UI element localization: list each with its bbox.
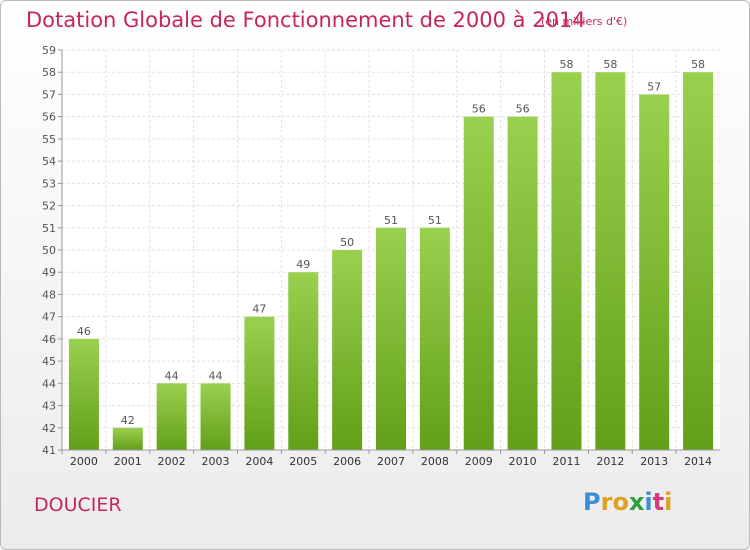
x-tick-label: 2010: [509, 455, 537, 468]
data-label: 44: [209, 369, 223, 382]
bar: [112, 427, 143, 450]
bar: [683, 72, 714, 450]
bar: [156, 383, 187, 450]
data-label: 56: [472, 103, 486, 116]
axes: [58, 49, 720, 454]
y-tick-label: 53: [42, 177, 56, 190]
x-tick-label: 2014: [684, 455, 712, 468]
bar: [244, 316, 275, 450]
y-tick-label: 55: [42, 133, 56, 146]
data-label: 58: [603, 58, 617, 71]
y-tick-label: 44: [42, 377, 56, 390]
data-label: 51: [384, 214, 398, 227]
bar: [419, 227, 450, 450]
bar: [376, 227, 406, 450]
data-label: 51: [428, 214, 442, 227]
x-tick-label: 2000: [70, 455, 98, 468]
x-tick-label: 2002: [158, 455, 186, 468]
y-tick-label: 48: [42, 288, 56, 301]
y-tick-label: 46: [42, 333, 56, 346]
y-tick-label: 58: [42, 66, 56, 79]
logo-letter: r: [600, 488, 613, 516]
y-tick-label: 54: [42, 155, 56, 168]
bar: [507, 116, 538, 451]
data-label: 47: [252, 303, 266, 316]
data-label: 58: [691, 58, 705, 71]
bar: [332, 250, 363, 450]
x-tick-label: 2011: [552, 455, 580, 468]
x-tick-label: 2008: [421, 455, 449, 468]
data-label: 56: [516, 103, 530, 116]
bar: [595, 72, 626, 450]
bar: [551, 72, 582, 450]
bar: [288, 272, 319, 450]
bar: [639, 94, 670, 450]
bar: [68, 338, 99, 450]
logo-letter: t: [652, 488, 665, 516]
bar: [200, 383, 231, 450]
logo-letter: x: [628, 488, 645, 516]
proxiti-logo: Proxiti: [583, 488, 672, 516]
y-tick-label: 49: [42, 266, 56, 279]
bar: [463, 116, 494, 451]
data-label: 58: [559, 58, 573, 71]
y-tick-label: 52: [42, 200, 56, 213]
chart-title: Dotation Globale de Fonctionnement de 20…: [26, 8, 586, 32]
data-label: 46: [77, 325, 91, 338]
data-label: 49: [296, 258, 310, 271]
y-tick-label: 56: [42, 111, 56, 124]
x-tick-label: 2006: [333, 455, 361, 468]
y-tick-label: 57: [42, 88, 56, 101]
data-label: 57: [647, 80, 661, 93]
logo-letter: i: [644, 488, 653, 516]
chart-subtitle: (en milliers d'€): [541, 15, 628, 28]
y-tick-label: 41: [42, 444, 56, 457]
y-tick-label: 51: [42, 222, 56, 235]
y-tick-label: 59: [42, 44, 56, 57]
logo-letter: P: [583, 488, 601, 516]
x-tick-label: 2007: [377, 455, 405, 468]
commune-name: DOUCIER: [34, 494, 122, 516]
bars: [68, 72, 714, 451]
y-tick-label: 50: [42, 244, 56, 257]
y-tick-label: 45: [42, 355, 56, 368]
data-label: 42: [121, 414, 135, 427]
data-label: 50: [340, 236, 354, 249]
x-tick-label: 2001: [114, 455, 142, 468]
x-tick-label: 2012: [596, 455, 624, 468]
x-tick-label: 2009: [465, 455, 493, 468]
x-tick-label: 2003: [202, 455, 230, 468]
x-tick-label: 2013: [640, 455, 668, 468]
data-label: 44: [165, 369, 179, 382]
x-tick-label: 2005: [289, 455, 317, 468]
x-tick-label: 2004: [245, 455, 273, 468]
y-tick-label: 47: [42, 311, 56, 324]
logo-letter: i: [664, 488, 673, 516]
y-tick-label: 42: [42, 422, 56, 435]
logo-letter: o: [612, 488, 629, 516]
y-tick-label: 43: [42, 400, 56, 413]
labels: 41 42 43 44 45 46 47 48 49 50 51 52 53 54 55 56 57 58 59 46…: [42, 44, 712, 468]
